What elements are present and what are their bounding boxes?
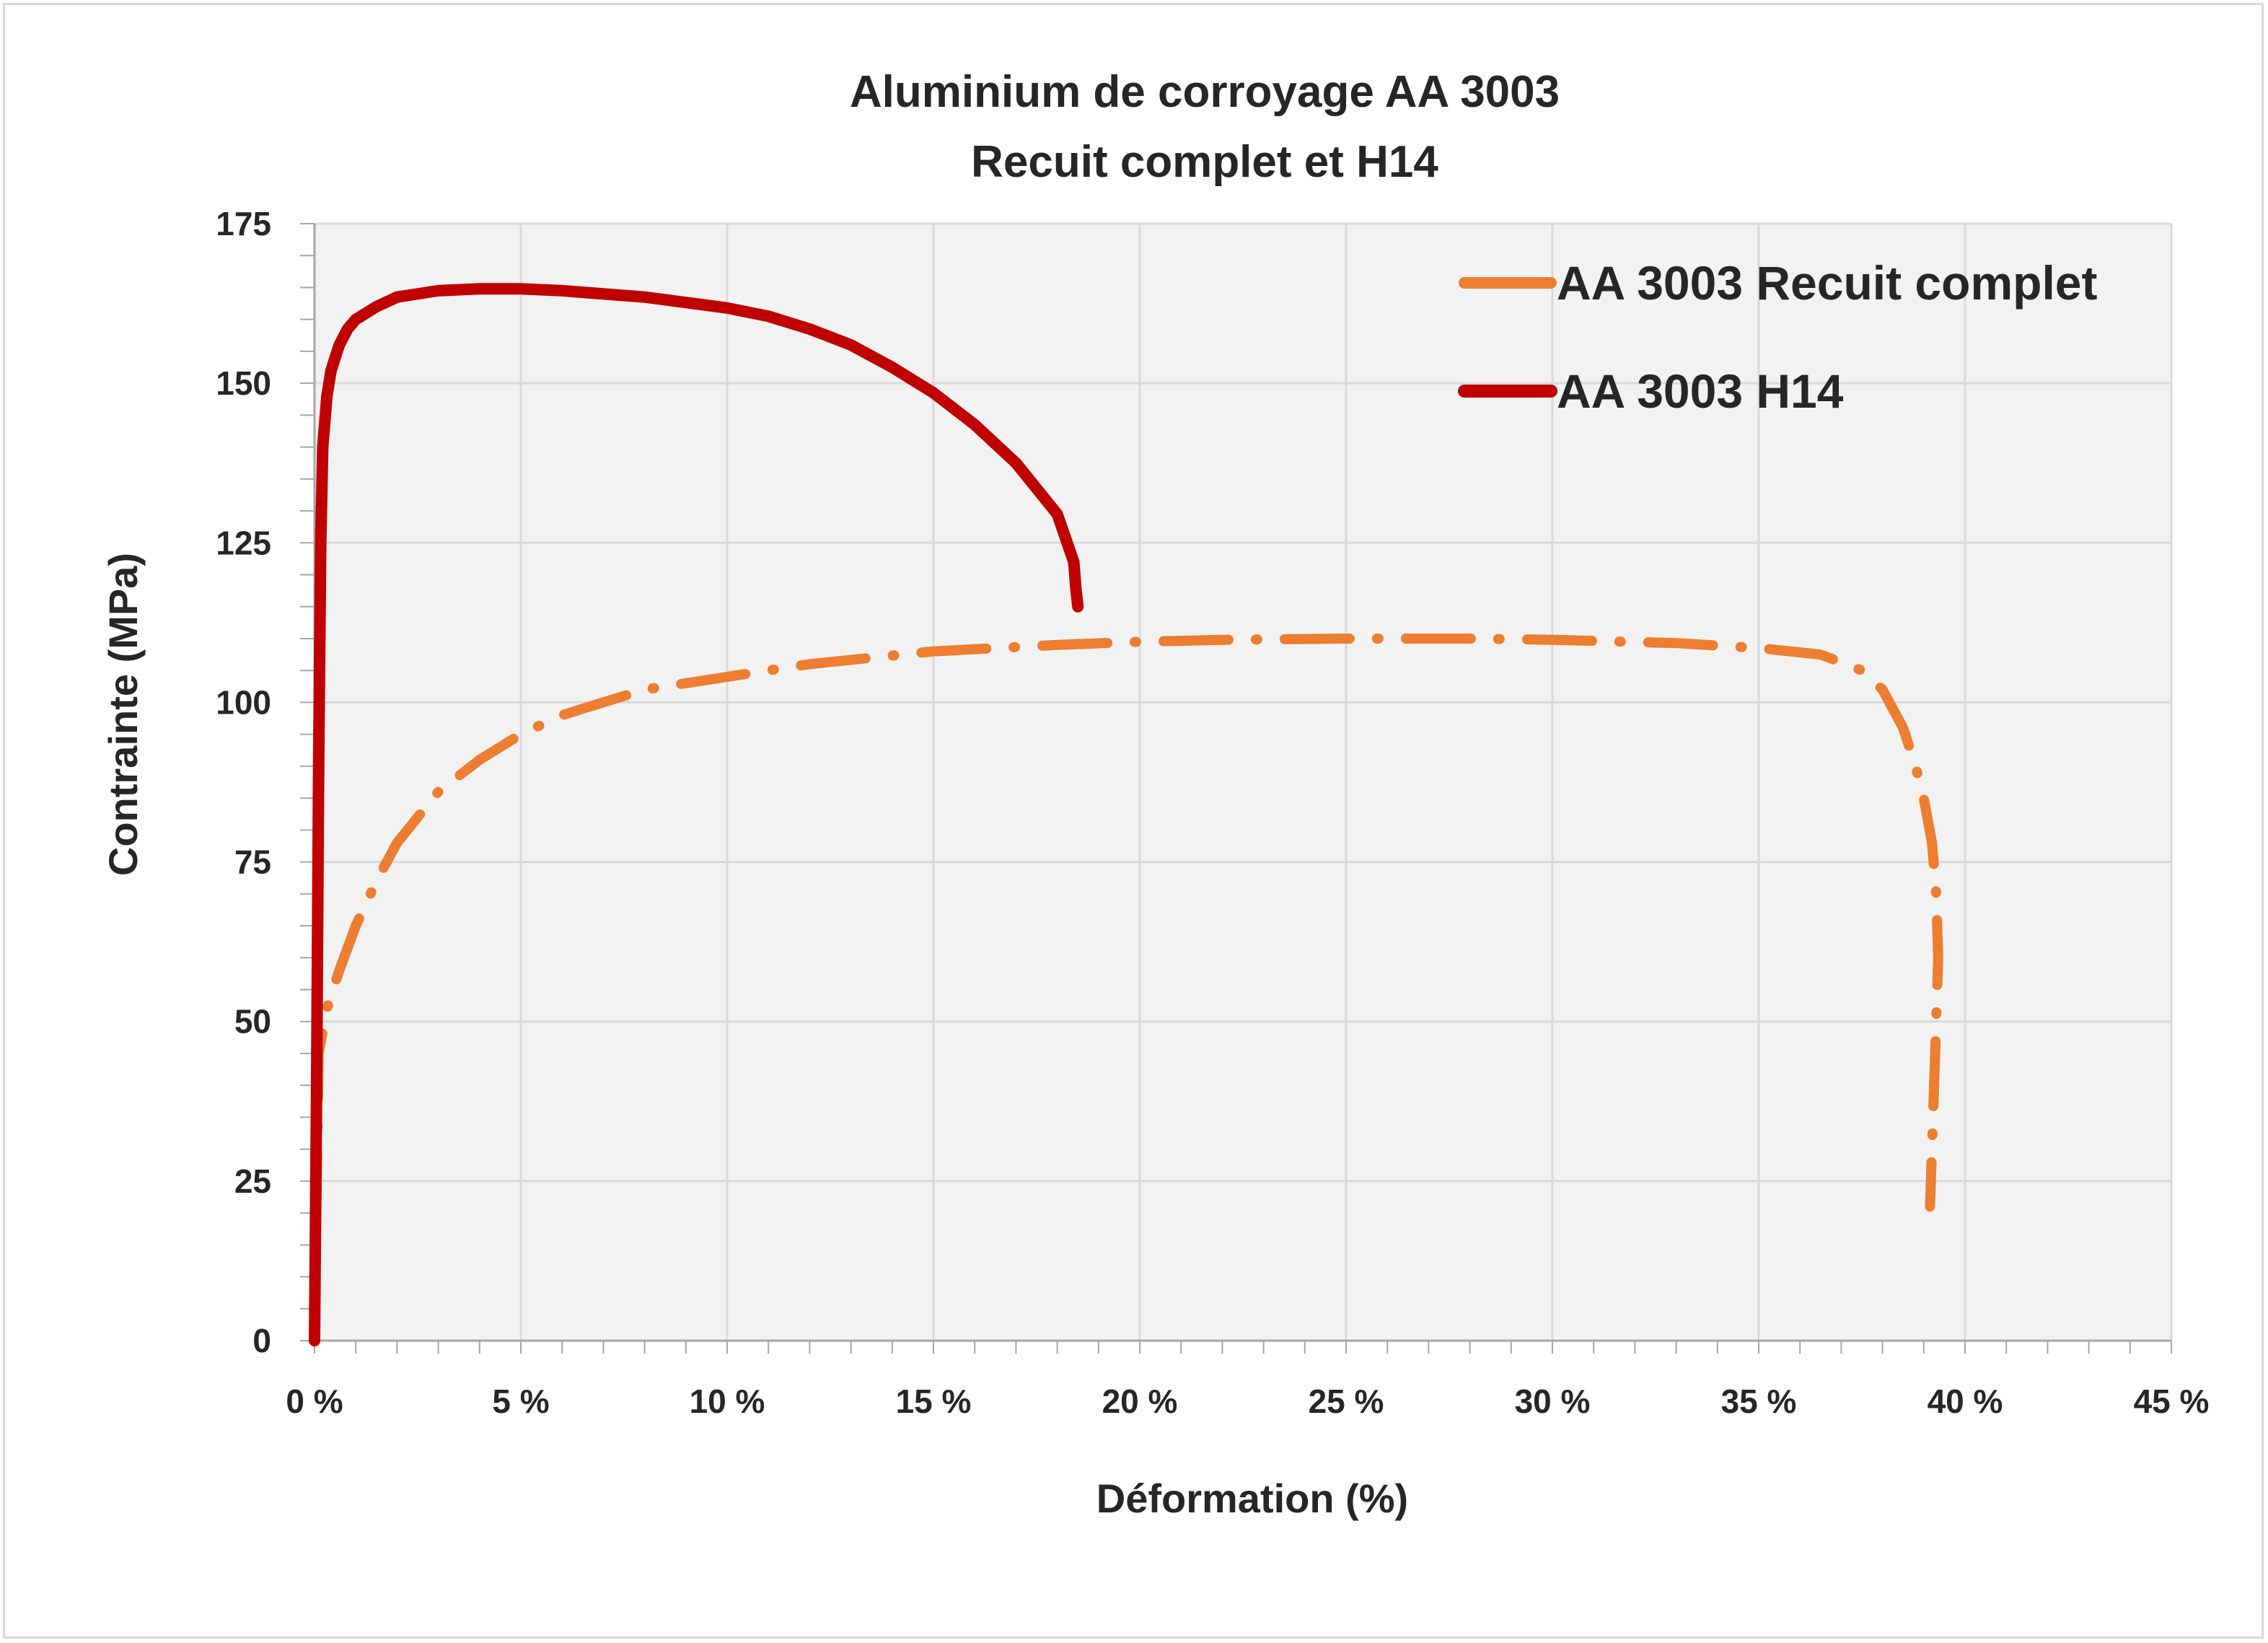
x-tick-label: 5 % bbox=[492, 1383, 549, 1420]
x-tick-label: 0 % bbox=[286, 1383, 343, 1420]
legend: AA 3003 Recuit complet AA 3003 H14 bbox=[1458, 256, 2097, 418]
chart-title: Aluminium de corroyage AA 3003 bbox=[850, 67, 1560, 117]
series-layer bbox=[309, 283, 1943, 1346]
x-tick-label: 10 % bbox=[690, 1383, 765, 1420]
x-axis-title: Déformation (%) bbox=[1096, 1476, 1408, 1521]
x-tick-label: 20 % bbox=[1102, 1383, 1178, 1420]
chart-subtitle: Recuit complet et H14 bbox=[971, 137, 1438, 187]
y-tick-label: 125 bbox=[216, 524, 271, 561]
y-tick-label: 0 bbox=[252, 1322, 271, 1359]
y-tick-label: 75 bbox=[234, 844, 271, 881]
plot-area bbox=[315, 224, 2171, 1341]
x-tick-label: 35 % bbox=[1721, 1383, 1797, 1420]
x-tick-label: 15 % bbox=[896, 1383, 972, 1420]
legend-label-recuit: AA 3003 Recuit complet bbox=[1557, 256, 2097, 310]
x-tick-label: 45 % bbox=[2134, 1383, 2210, 1420]
y-tick-label: 25 bbox=[234, 1162, 271, 1200]
y-axis-title: Contrainte (MPa) bbox=[100, 553, 146, 876]
series-line-recuit-complet bbox=[309, 634, 1943, 1346]
y-tick-label: 150 bbox=[216, 364, 271, 402]
gridlines bbox=[315, 222, 2173, 1341]
x-tick-label: 30 % bbox=[1515, 1383, 1591, 1420]
y-tick-label: 50 bbox=[234, 1003, 271, 1040]
x-tick-label: 40 % bbox=[1928, 1383, 2003, 1420]
series-line-h14 bbox=[309, 283, 1084, 1346]
y-tick-label: 175 bbox=[216, 205, 271, 242]
legend-label-h14: AA 3003 H14 bbox=[1557, 364, 1844, 418]
axes: 0 % 5 % 10 % 15 % 20 % 25 % 30 % 35 % 40 % 45 % 0 2… bbox=[216, 205, 2209, 1420]
x-tick-label: 25 % bbox=[1309, 1383, 1384, 1420]
y-tick-label: 100 bbox=[216, 683, 271, 721]
